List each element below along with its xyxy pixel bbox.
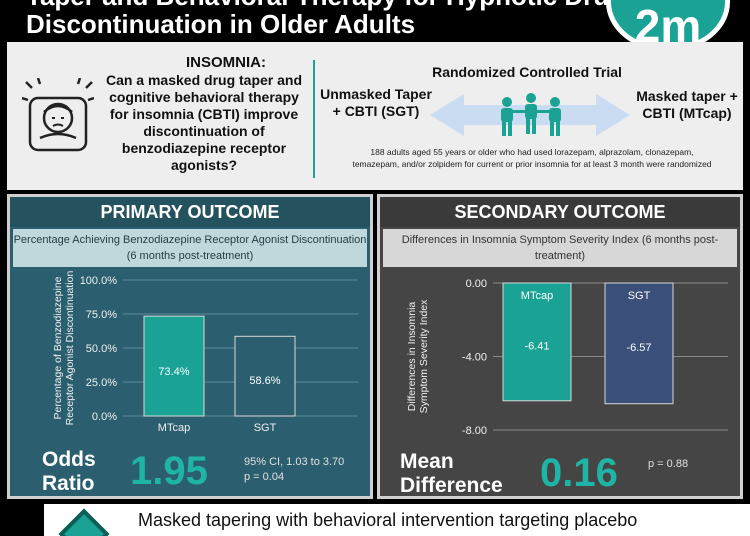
category-label: SGT <box>628 290 651 302</box>
confidence-interval: 95% CI, 1.03 to 3.70 <box>244 456 345 468</box>
conclusion-text: Masked tapering with behavioral interven… <box>138 510 638 530</box>
y-axis-label: Differences in InsomniaSymptom Severity … <box>406 299 430 414</box>
primary-chart: 0.0% 25.0% 50.0% 75.0% 100.0% Percentage of B… <box>13 270 367 440</box>
y-tick-label: 0.0% <box>92 411 117 423</box>
y-tick-label: 50.0% <box>86 343 117 355</box>
bar-value-label: 58.6% <box>249 375 280 387</box>
bar-mtcap <box>143 315 205 417</box>
category-label: MTcap <box>158 422 190 434</box>
y-tick-label: 100.0% <box>80 275 118 287</box>
diamond-icon <box>58 508 110 536</box>
primary-outcome-heading: PRIMARY OUTCOME <box>10 197 370 227</box>
conclusion-banner: Masked tapering with behavioral interven… <box>44 504 750 536</box>
logo-text: 2m <box>634 0 702 52</box>
category-label: SGT <box>254 422 277 434</box>
study-question: Can a masked drug taper and cognitive be… <box>105 72 303 173</box>
sleepless-person-icon <box>22 78 94 152</box>
masked-group-label: Masked taper + CBTI (MTcap) <box>636 88 738 121</box>
bar-value-label: -6.41 <box>524 340 549 352</box>
secondary-bar-chart: 0.00 -4.00 -8.00 Differences in InsomniaSym… <box>406 278 728 437</box>
y-tick-label: 25.0% <box>86 377 117 389</box>
divider <box>313 60 315 178</box>
unmasked-group-label: Unmasked Taper + CBTI (SGT) <box>320 86 432 119</box>
ratio-label: Ratio <box>42 472 95 495</box>
y-tick-label: -8.00 <box>462 425 487 437</box>
primary-bar-chart: 0.0% 25.0% 50.0% 75.0% 100.0% Percentage of B… <box>52 271 358 434</box>
secondary-p-value: p = 0.88 <box>648 458 689 470</box>
bar-sgt <box>604 282 674 405</box>
secondary-chart: 0.00 -4.00 -8.00 Differences in InsomniaSym… <box>383 270 737 440</box>
rct-title: Randomized Controlled Trial <box>432 64 622 80</box>
primary-outcome-panel: PRIMARY OUTCOME Percentage Achieving Ben… <box>7 194 373 499</box>
bar-mtcap <box>502 282 572 402</box>
people-group-icon <box>501 93 561 136</box>
primary-chart-title: Percentage Achieving Benzodiazepine Rece… <box>13 229 367 267</box>
secondary-outcome-heading: SECONDARY OUTCOME <box>380 197 740 227</box>
mean-difference-value: 0.16 <box>540 451 618 495</box>
title-line-2: Discontinuation in Older Adults <box>26 9 416 39</box>
title-line-1: Taper and Behavioral Therapy for Hypnoti… <box>26 0 625 11</box>
bar-sgt <box>234 335 296 417</box>
rct-description: 188 adults aged 55 years or older who ha… <box>352 147 712 169</box>
y-tick-label: 75.0% <box>86 309 117 321</box>
y-axis-label: Percentage of BenzodiazepineReceptor Ago… <box>52 271 76 426</box>
bar-value-label: -6.57 <box>626 342 651 354</box>
mean-label: Mean <box>400 450 454 473</box>
insomnia-label: INSOMNIA: <box>186 54 266 71</box>
bar-value-label: 73.4% <box>158 366 189 378</box>
y-tick-label: 0.00 <box>466 278 487 290</box>
secondary-outcome-panel: SECONDARY OUTCOME Differences in Insomni… <box>377 194 743 499</box>
category-label: MTcap <box>521 290 553 302</box>
odds-ratio-value: 1.95 <box>130 449 208 493</box>
y-tick-label: -4.00 <box>462 352 487 364</box>
difference-label: Difference <box>400 474 503 497</box>
secondary-chart-title: Differences in Insomnia Symptom Severity… <box>383 229 737 267</box>
primary-p-value: p = 0.04 <box>244 471 285 483</box>
odds-label: Odds <box>42 448 96 471</box>
